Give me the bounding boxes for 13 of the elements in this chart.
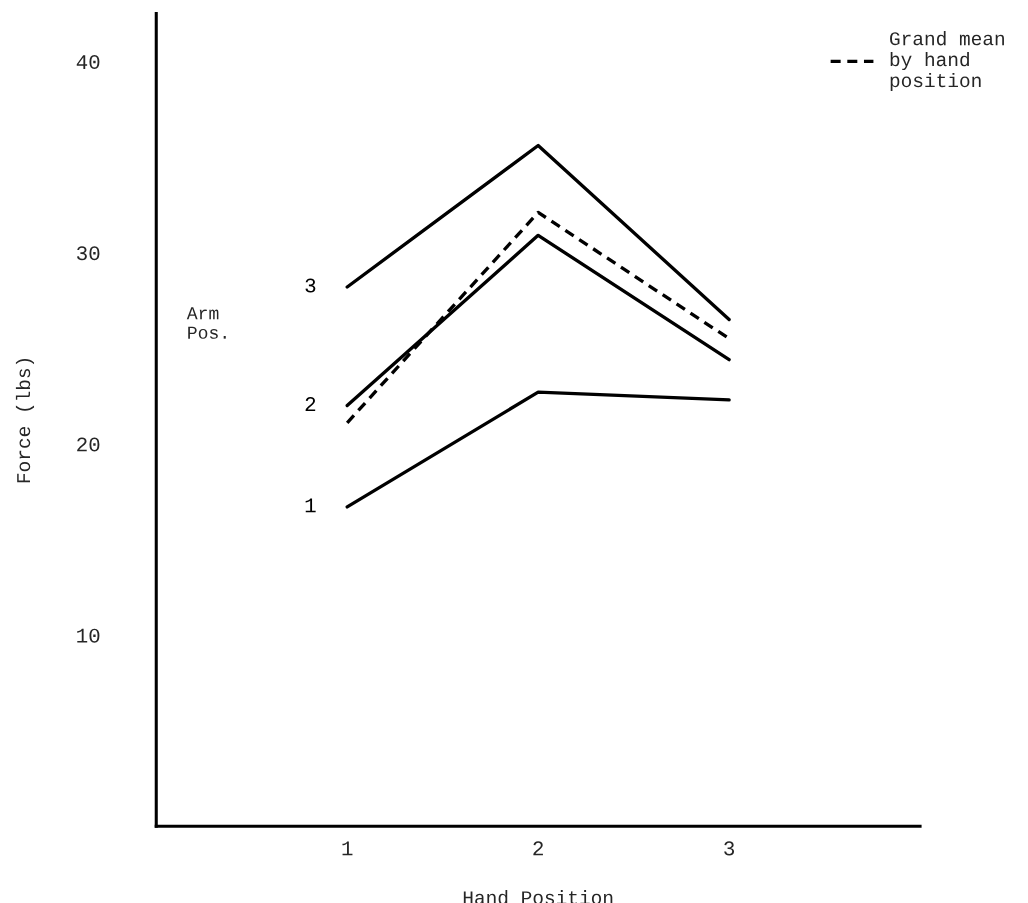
x-tick-label: 3 — [724, 841, 735, 856]
y-axis-title: Force (lbs) — [15, 358, 35, 483]
annotation: Arm Pos. — [186, 307, 226, 339]
y-tick-label: 20 — [77, 437, 100, 452]
series-label: 2 — [305, 397, 316, 411]
legend-label: Grand mean by hand position — [890, 31, 1004, 92]
x-tick-label: 1 — [342, 841, 353, 856]
y-tick-label: 10 — [77, 628, 100, 643]
y-tick-label: 40 — [76, 54, 100, 70]
x-tick-label: 2 — [533, 841, 543, 856]
y-tick-label: 30 — [77, 246, 100, 261]
series-label: 1 — [305, 498, 316, 513]
series-label: 3 — [305, 278, 316, 293]
